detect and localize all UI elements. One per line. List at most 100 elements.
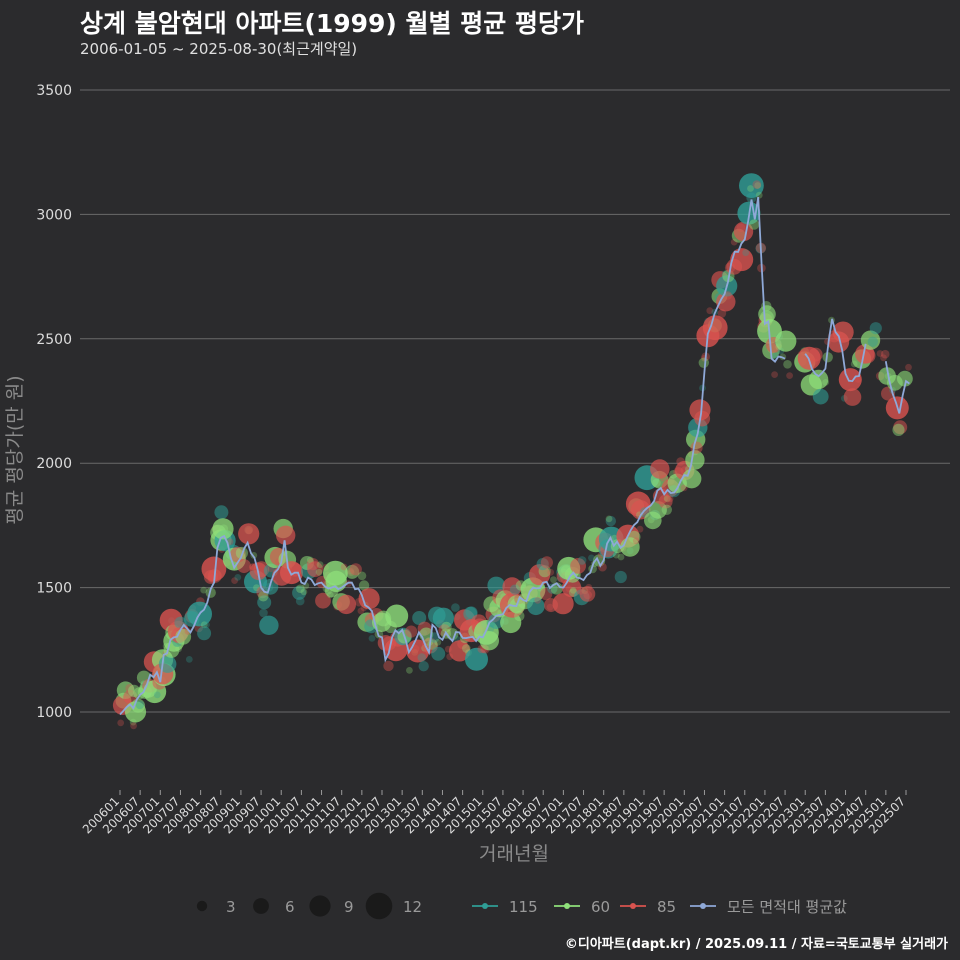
scatter-point-85 [771, 371, 778, 378]
scatter-point-115 [135, 700, 145, 710]
scatter-point-115 [742, 249, 750, 257]
scatter-point-60 [617, 553, 625, 561]
scatter-point-85 [893, 420, 908, 435]
scatter-point-60 [612, 551, 620, 559]
scatter-point-60 [755, 191, 763, 199]
scatter-point-60 [315, 568, 323, 576]
legend-size-label: 3 [226, 898, 236, 916]
scatter-point-85 [315, 592, 331, 609]
legend-series-marker [700, 903, 706, 909]
scatter-point-115 [577, 556, 587, 565]
scatter-point-85 [838, 368, 862, 392]
scatter-point-85 [457, 638, 468, 650]
scatter-point-85 [876, 350, 884, 357]
scatter-point-60 [462, 644, 471, 653]
scatter-point-85 [349, 563, 362, 576]
average-line-segment-1 [119, 196, 786, 716]
y-tick-label: 3500 [36, 83, 72, 99]
y-tick-label: 1000 [36, 705, 72, 721]
scatter-point-85 [716, 292, 736, 312]
scatter-point-115 [197, 626, 212, 641]
scatter-point-60 [538, 565, 551, 578]
scatter-point-60 [822, 352, 833, 363]
scatter-point-60 [300, 588, 308, 596]
scatter-point-115 [867, 336, 878, 347]
scatter-point-115 [431, 646, 446, 661]
scatter-point-115 [368, 635, 376, 642]
scatter-point-85 [702, 315, 728, 341]
x-axis-ticks: 2006012006072007012007072008012008072009… [80, 790, 908, 837]
scatter-point-115 [509, 584, 521, 595]
scatter-point-60 [175, 645, 183, 653]
legend-series-marker [630, 903, 636, 909]
scatter-point-115 [614, 570, 627, 584]
scatter-point-85 [237, 559, 251, 574]
scatter-point-60 [569, 586, 577, 594]
scatter-point-60 [822, 379, 830, 386]
chart-subtitle: 2006-01-05 ~ 2025-08-30(최근계약일) [80, 40, 358, 58]
legend-series-label: 85 [657, 898, 676, 916]
scatter-point-85 [130, 722, 138, 730]
scatter-point-60 [323, 560, 348, 586]
scatter-point-115 [257, 595, 272, 610]
scatter-point-85 [552, 593, 574, 615]
legend-size-label: 12 [403, 898, 422, 916]
legend-size-label: 6 [285, 898, 295, 916]
legend-size-marker [196, 900, 208, 912]
legend-size-marker [253, 898, 269, 914]
scatter-point-115 [465, 606, 478, 619]
scatter-point-60 [200, 586, 208, 594]
scatter-point-85 [689, 399, 711, 421]
scatter-point-115 [417, 653, 427, 662]
scatter-point-60 [441, 621, 452, 633]
scatter-point-60 [698, 357, 709, 368]
scatter-point-85 [579, 586, 596, 602]
scatter-point-85 [565, 585, 573, 593]
scatter-point-60 [434, 639, 442, 646]
legend-series-label: 60 [591, 898, 610, 916]
average-line-segment-3 [884, 361, 910, 414]
credit-line: ©디아파트(dapt.kr) / 2025.09.11 / 자료=국토교통부 실… [564, 937, 948, 952]
scatter-point-85 [238, 523, 260, 545]
scatter-point-85 [547, 568, 555, 576]
scatter-point-85 [690, 441, 703, 454]
scatter-point-60 [661, 504, 672, 515]
scatter-point-85 [583, 590, 592, 600]
scatter-point-85 [843, 388, 862, 406]
scatter-point-115 [295, 596, 305, 606]
scatter-point-85 [880, 354, 887, 362]
scatter-point-85 [307, 561, 323, 578]
scatter-point-85 [231, 577, 239, 584]
scatter-point-85 [383, 660, 394, 672]
scatter-point-60 [406, 667, 413, 674]
y-tick-label: 2500 [36, 332, 72, 348]
scatter-point-85 [230, 546, 246, 563]
scatter-point-60 [131, 698, 146, 713]
scatter-point-60 [253, 584, 260, 592]
scatter-point-60 [345, 564, 360, 579]
scatter-point-85 [666, 495, 674, 503]
scatter-point-115 [536, 558, 549, 571]
scatter-point-115 [153, 691, 161, 699]
scatter-point-85 [534, 597, 542, 604]
scatter-point-60 [258, 591, 269, 602]
scatter-point-85 [706, 307, 714, 315]
scatter-point-85 [276, 525, 296, 545]
scatter-point-85 [529, 564, 551, 586]
chart-title: 상계 불암현대 아파트(1999) 월별 평균 평당가 [80, 9, 584, 38]
y-tick-label: 3000 [36, 207, 72, 223]
scatter-point-60 [663, 495, 671, 502]
legend-series-label: 모든 면적대 평균값 [727, 898, 847, 916]
legend: 3 6 9 12 115 60 85 모든 면적대 평균값 [196, 892, 847, 920]
scatter-point-115 [588, 554, 595, 562]
scatter-point-85 [125, 684, 134, 693]
scatter-point-85 [733, 221, 754, 242]
scatter-point-60 [758, 305, 776, 323]
scatter-point-85 [786, 372, 793, 379]
scatter-point-85 [854, 376, 862, 383]
scatter-point-85 [405, 625, 418, 638]
scatter-point-85 [658, 494, 673, 509]
scatter-point-115 [185, 656, 193, 663]
legend-size-label: 9 [344, 898, 354, 916]
scatter-point-115 [451, 603, 460, 612]
